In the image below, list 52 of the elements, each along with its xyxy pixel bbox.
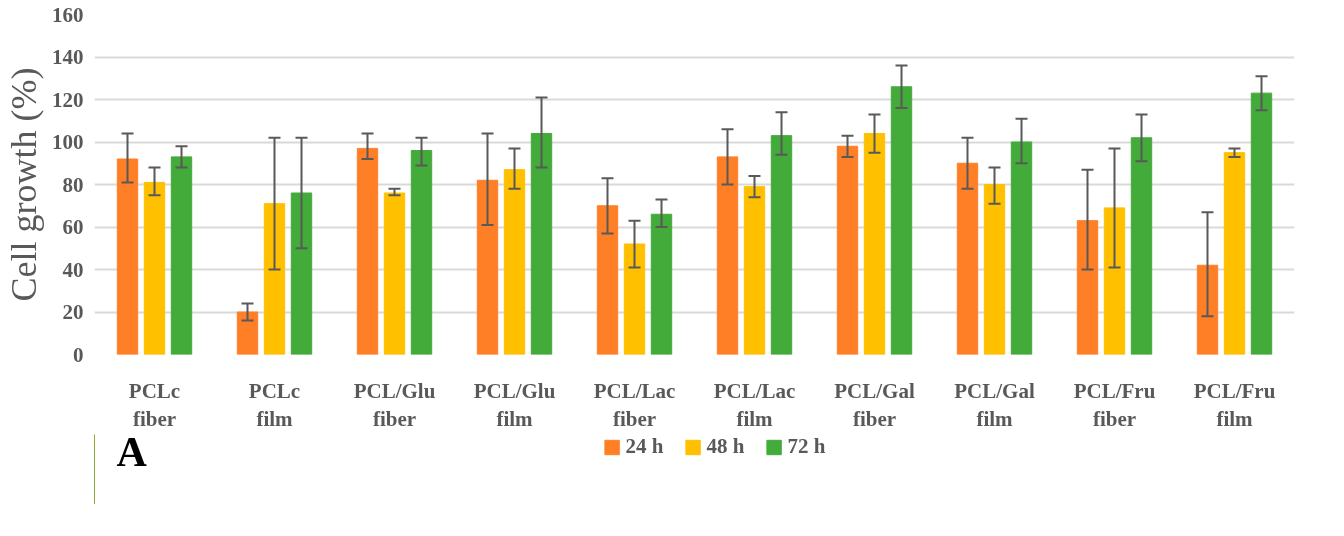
- y-tick-label: 0: [73, 342, 84, 367]
- bar: [530, 133, 553, 355]
- y-tick-label: 140: [52, 45, 84, 69]
- bar: [890, 86, 913, 355]
- legend-label: 24 h: [625, 434, 664, 459]
- x-tick-label: PCLc film: [248, 378, 301, 432]
- y-tick-label: 20: [62, 300, 84, 324]
- x-tick-label: PCL/Glu fiber: [353, 378, 436, 432]
- bar: [1103, 207, 1126, 355]
- y-tick-label: 60: [62, 215, 84, 239]
- x-tick-label: PCL/Gal fiber: [834, 378, 915, 432]
- bar: [263, 203, 286, 355]
- bar: [743, 186, 766, 355]
- bar: [716, 156, 739, 355]
- y-axis-title: Cell growth (%): [4, 67, 44, 302]
- bar: [290, 192, 313, 355]
- y-tick-label: 80: [62, 172, 84, 197]
- bar: [410, 150, 433, 355]
- bar: [1130, 137, 1153, 355]
- bar: [836, 145, 859, 355]
- bar: [383, 192, 406, 355]
- bar: [623, 243, 646, 355]
- y-tick-label: 120: [52, 87, 84, 112]
- x-tick-label: PCL/Lac film: [713, 378, 796, 432]
- bar: [116, 158, 139, 355]
- x-tick-label: PCL/Gal film: [954, 378, 1035, 432]
- legend-label: 48 h: [706, 434, 745, 459]
- bar: [1250, 92, 1273, 355]
- y-tick-label: 100: [52, 130, 84, 154]
- bar: [503, 169, 526, 355]
- bar: [236, 311, 259, 355]
- bar: [650, 213, 673, 355]
- bar: [983, 184, 1006, 355]
- y-tick-label: 40: [62, 257, 84, 282]
- bar: [143, 181, 166, 355]
- bar: [596, 205, 619, 355]
- x-tick-label: PCL/Lac fiber: [593, 378, 676, 432]
- x-tick-label: PCL/Glu film: [473, 378, 556, 432]
- bar: [1010, 141, 1033, 355]
- bar: [170, 156, 193, 355]
- bar: [770, 135, 793, 355]
- bar: [476, 179, 499, 355]
- legend-label: 72 h: [787, 434, 826, 459]
- x-tick-label: PCL/Fru film: [1193, 378, 1276, 432]
- bar: [356, 147, 379, 355]
- y-tick-label: 160: [52, 2, 84, 27]
- bar: [1223, 152, 1246, 355]
- x-tick-label: PCL/Fru fiber: [1073, 378, 1156, 432]
- bar: [1076, 220, 1099, 355]
- bar: [1196, 264, 1219, 355]
- bar: [956, 162, 979, 355]
- bar: [863, 133, 886, 355]
